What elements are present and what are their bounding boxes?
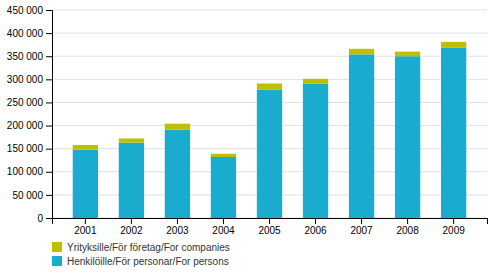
x-tick: 2004: [212, 218, 235, 236]
x-tick: 2005: [258, 218, 281, 236]
x-axis: 2001 2002 2003 2004 2005 2006 2007 2008 2009: [53, 218, 488, 236]
x-tick-mark: [453, 218, 454, 224]
x-tick-mark: [269, 218, 270, 224]
y-tick: 100 000: [7, 166, 52, 177]
legend-label: Henkilöille/För personar/For persons: [67, 256, 229, 267]
x-tick-mark: [85, 218, 86, 224]
y-tick-label: 200 000: [7, 120, 44, 131]
y-axis: 0 50 000 100 000 150 000 200 000 250 000 300 0…: [7, 5, 53, 224]
x-tick: 2007: [350, 218, 373, 236]
y-tick: 450 000: [7, 5, 52, 16]
bar: [303, 79, 328, 84]
grid-line: [52, 33, 487, 34]
y-tick-mark: [46, 195, 52, 196]
x-axis-line: [53, 219, 488, 225]
bar: [165, 124, 190, 130]
y-tick-mark: [46, 126, 52, 127]
x-tick: 2008: [396, 218, 419, 236]
y-tick-label: 150 000: [7, 143, 44, 154]
y-tick-label: 0: [37, 213, 43, 224]
y-tick-label: 450 000: [7, 5, 44, 16]
x-tick-label: 2001: [74, 225, 97, 236]
bar: [73, 150, 98, 218]
x-tick-label: 2002: [120, 225, 143, 236]
x-tick-label: 2006: [304, 225, 327, 236]
bar: [441, 42, 466, 48]
x-tick-mark: [177, 218, 178, 224]
bar: [349, 54, 374, 218]
bar: [395, 56, 420, 218]
bar: [165, 130, 190, 218]
bar: [257, 83, 282, 89]
y-tick-mark: [46, 10, 52, 11]
bar: [119, 138, 144, 142]
bar: [349, 49, 374, 55]
series: [73, 48, 467, 218]
y-tick-mark: [46, 33, 52, 34]
y-tick-mark: [46, 218, 52, 219]
bar: [303, 83, 328, 218]
legend-item: Henkilöille/För personar/For persons: [52, 256, 229, 267]
y-tick-label: 100 000: [7, 166, 44, 177]
bar: [211, 157, 236, 218]
y-tick: 250 000: [7, 97, 52, 108]
series: [73, 42, 467, 157]
x-tick: 2002: [120, 218, 143, 236]
y-tick: 400 000: [7, 28, 52, 39]
legend-item: Yrityksille/För företag/For companies: [52, 242, 230, 253]
y-tick-mark: [46, 149, 52, 150]
y-tick: 200 000: [7, 120, 52, 131]
y-tick-label: 250 000: [7, 97, 44, 108]
y-tick: 0: [37, 213, 52, 224]
x-tick: 2006: [304, 218, 327, 236]
y-tick-label: 350 000: [7, 51, 44, 62]
bar: [211, 154, 236, 157]
grid: [52, 10, 487, 218]
x-tick-mark: [223, 218, 224, 224]
x-tick-label: 2003: [166, 225, 189, 236]
bar: [395, 52, 420, 57]
x-tick-label: 2004: [212, 225, 235, 236]
grid-line: [52, 56, 487, 57]
chart: 0 50 000 100 000 150 000 200 000 250 000 300 0…: [0, 0, 499, 280]
y-tick: 150 000: [7, 143, 52, 154]
y-tick: 300 000: [7, 74, 52, 85]
grid-line: [52, 10, 487, 11]
bar: [119, 143, 144, 218]
x-tick-label: 2005: [258, 225, 281, 236]
y-tick-label: 400 000: [7, 28, 44, 39]
x-tick: 2003: [166, 218, 189, 236]
y-tick-mark: [46, 56, 52, 57]
y-tick-mark: [46, 172, 52, 173]
bars: [73, 42, 467, 218]
y-tick-label: 50 000: [12, 190, 43, 201]
x-tick-label: 2008: [396, 225, 419, 236]
x-tick-mark: [131, 218, 132, 224]
x-tick-mark: [315, 218, 316, 224]
legend: Yrityksille/För företag/For companies Hen…: [52, 242, 230, 267]
bar: [73, 145, 98, 150]
y-tick-mark: [46, 102, 52, 103]
y-tick: 350 000: [7, 51, 52, 62]
y-tick: 50 000: [12, 190, 52, 201]
x-tick: 2009: [443, 218, 466, 236]
x-tick: 2001: [74, 218, 97, 236]
x-tick-label: 2009: [443, 225, 466, 236]
y-tick-mark: [46, 79, 52, 80]
y-axis-line: [46, 11, 53, 219]
grid-line: [52, 79, 487, 80]
x-tick-label: 2007: [350, 225, 373, 236]
y-tick-label: 300 000: [7, 74, 44, 85]
legend-label: Yrityksille/För företag/For companies: [67, 242, 230, 253]
x-tick-mark: [361, 218, 362, 224]
legend-swatch: [52, 242, 62, 252]
bar: [441, 48, 466, 218]
bar: [257, 90, 282, 218]
legend-swatch: [52, 256, 62, 266]
x-tick-mark: [407, 218, 408, 224]
